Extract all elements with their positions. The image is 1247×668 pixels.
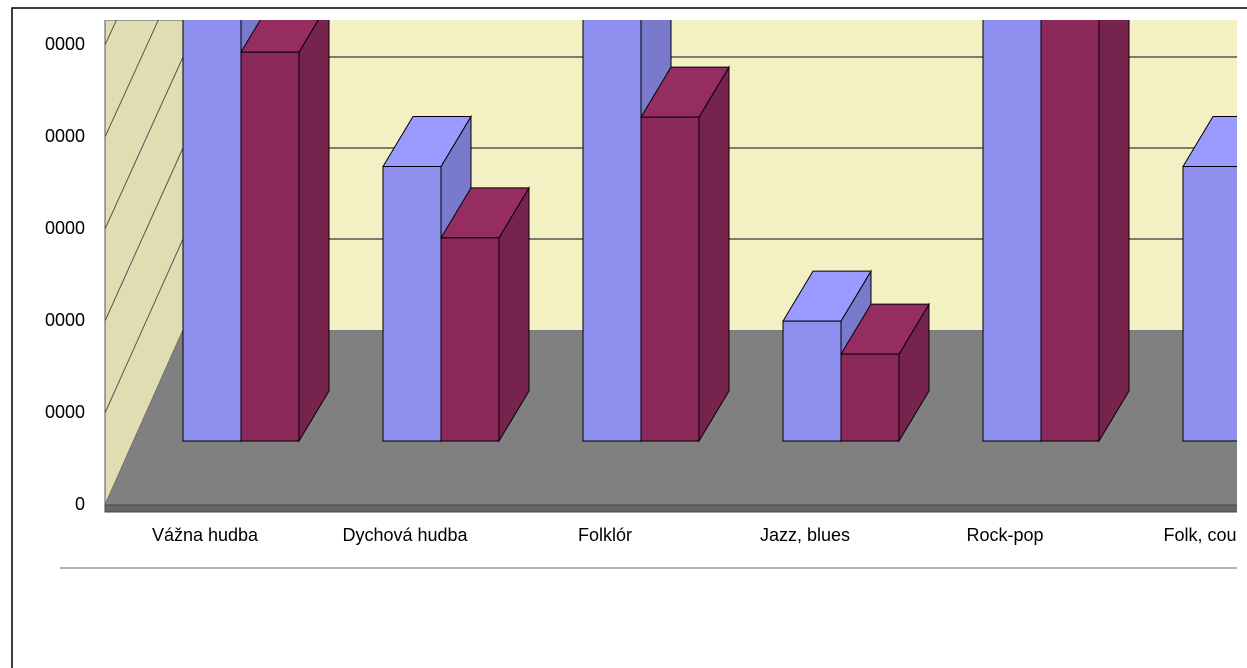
y-tick-label: 0000 bbox=[45, 34, 85, 54]
y-tick-label: 0000 bbox=[45, 218, 85, 238]
bar bbox=[840, 302, 930, 443]
bar bbox=[1182, 116, 1247, 442]
grid-line bbox=[104, 20, 159, 138]
x-tick-label: Vážna hudba bbox=[152, 525, 259, 545]
bar-front bbox=[582, 20, 642, 442]
bar-front bbox=[640, 116, 700, 442]
grid-line bbox=[104, 238, 184, 414]
y-tick-label: 0000 bbox=[45, 126, 85, 146]
bar-front bbox=[982, 20, 1042, 442]
bar-front bbox=[382, 166, 442, 442]
bar bbox=[1040, 20, 1130, 443]
bar-front bbox=[1040, 20, 1100, 442]
bar-front bbox=[782, 320, 842, 442]
bar bbox=[240, 20, 330, 443]
bar-side bbox=[1098, 20, 1130, 443]
category-labels: Vážna hudba Dychová hudba Folklór Jazz, blu… bbox=[152, 525, 1246, 545]
bar bbox=[640, 65, 730, 443]
bar-side bbox=[698, 65, 730, 443]
frame bbox=[11, 7, 1247, 668]
x-tick-label: Folklór bbox=[578, 525, 632, 545]
bar bbox=[440, 186, 530, 443]
grid-line bbox=[104, 147, 184, 322]
bar-side bbox=[298, 20, 330, 443]
x-tick-label: Folk, coun bbox=[1163, 525, 1246, 545]
floor-edge bbox=[104, 504, 1237, 513]
x-tick-label: Rock-pop bbox=[966, 525, 1043, 545]
y-tick-label: 0000 bbox=[45, 310, 85, 330]
bar-front bbox=[440, 237, 500, 442]
x-tick-label: Jazz, blues bbox=[760, 525, 850, 545]
grid-line bbox=[104, 56, 184, 230]
y-tick-label: 0 bbox=[75, 494, 85, 514]
bar-front bbox=[240, 51, 300, 442]
bar-front bbox=[840, 353, 900, 442]
bar-front bbox=[182, 20, 242, 442]
bar-front bbox=[1182, 166, 1237, 442]
plot bbox=[104, 20, 1247, 513]
y-tick-label: 0000 bbox=[45, 402, 85, 422]
bar-side bbox=[1241, 117, 1247, 442]
x-tick-label: Dychová hudba bbox=[342, 525, 468, 545]
